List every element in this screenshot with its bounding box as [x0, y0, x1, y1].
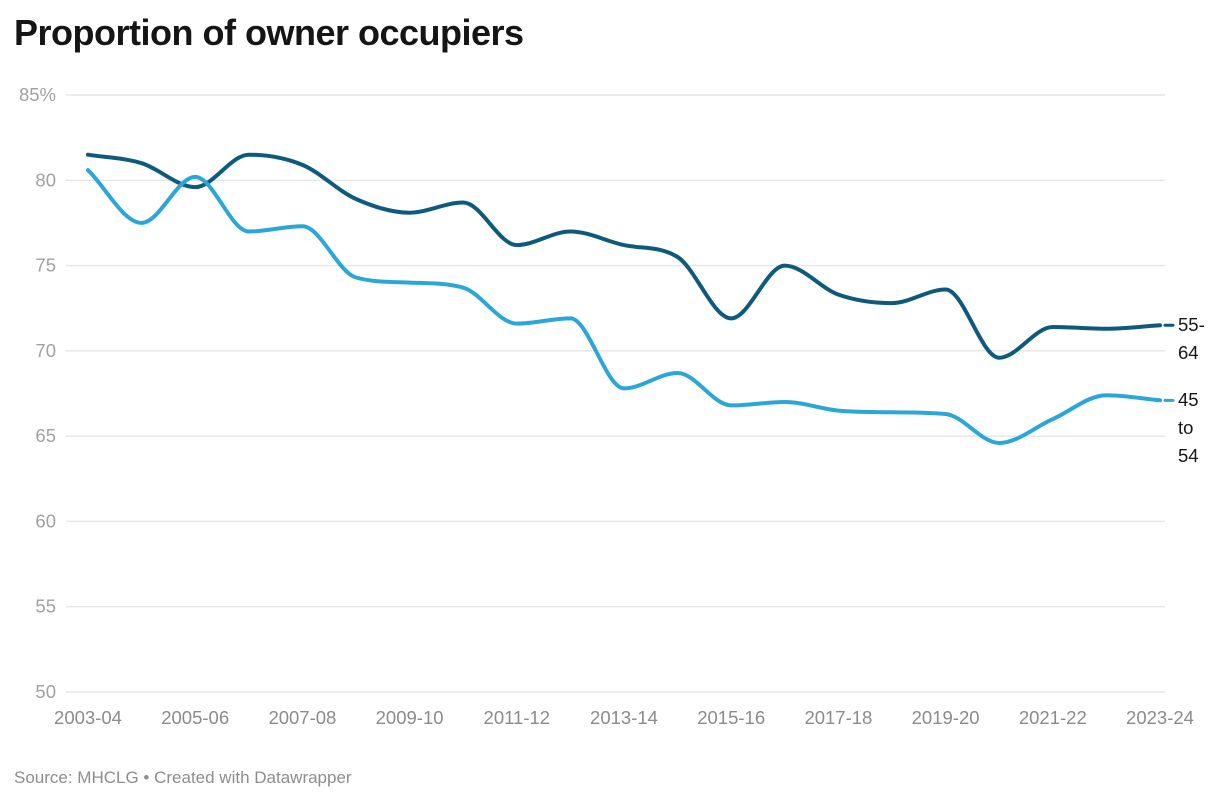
series-line-45-to-54: [86, 168, 1162, 445]
series-label-55-64: 55-64: [1178, 314, 1205, 363]
x-tick-label-2023-24: 2023-24: [1126, 707, 1194, 728]
y-tick-label-75: 75: [35, 255, 56, 276]
y-tick-label-70: 70: [35, 340, 56, 361]
y-tick-label-85: 85%: [19, 84, 56, 105]
y-tick-label-55: 55: [35, 596, 56, 617]
chart-title: Proportion of owner occupiers: [14, 12, 524, 53]
x-tick-label-2019-20: 2019-20: [912, 707, 980, 728]
x-tick-label-2005-06: 2005-06: [161, 707, 229, 728]
source-attribution: Source: MHCLG • Created with Datawrapper: [14, 768, 352, 787]
x-tick-label-2013-14: 2013-14: [590, 707, 658, 728]
y-tick-label-50: 50: [35, 681, 56, 702]
y-tick-label-80: 80: [35, 169, 56, 190]
x-tick-label-2021-22: 2021-22: [1019, 707, 1087, 728]
x-tick-label-2017-18: 2017-18: [804, 707, 872, 728]
series-line-55-64: [86, 152, 1162, 360]
series-label-45-54: 45 to 54: [1178, 389, 1199, 466]
x-tick-label-2011-12: 2011-12: [484, 707, 551, 728]
x-tick-label-2003-04: 2003-04: [54, 707, 122, 728]
y-tick-label-60: 60: [35, 510, 56, 531]
y-tick-label-65: 65: [35, 425, 56, 446]
x-tick-label-2015-16: 2015-16: [697, 707, 765, 728]
x-tick-label-2009-10: 2009-10: [376, 707, 444, 728]
x-tick-label-2007-08: 2007-08: [268, 707, 336, 728]
